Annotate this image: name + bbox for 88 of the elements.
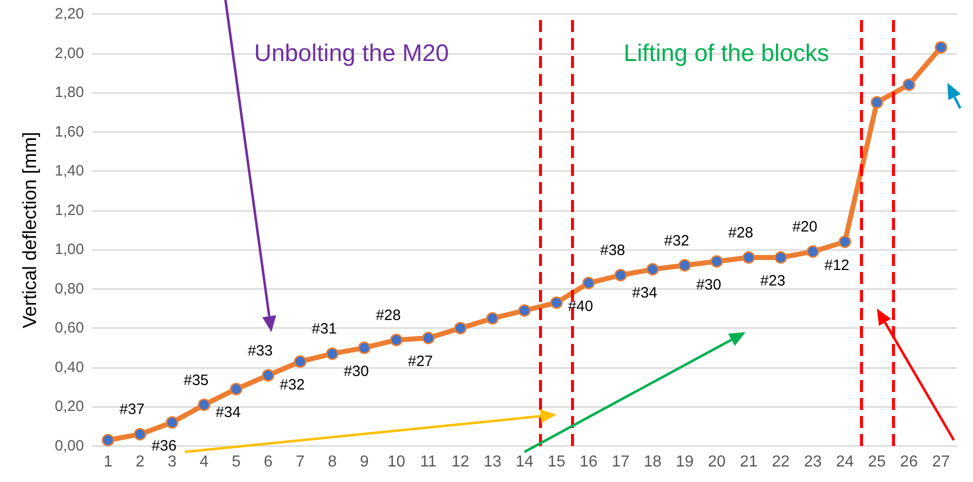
point <box>582 276 595 290</box>
annotation: #27 <box>408 353 433 370</box>
annotation: #32 <box>280 376 305 394</box>
point <box>902 78 916 91</box>
point <box>742 251 756 264</box>
point <box>230 382 242 396</box>
point <box>486 312 499 325</box>
point <box>166 416 178 429</box>
y-tick-label: 1,00 <box>54 241 84 258</box>
point <box>870 96 884 109</box>
point <box>390 334 403 346</box>
y-tick-label: 0,00 <box>54 438 84 454</box>
point <box>518 304 531 317</box>
point <box>454 322 467 334</box>
x-tick-label: 20 <box>708 454 726 470</box>
annotation: #12 <box>824 256 850 274</box>
x-tick-label: 23 <box>804 454 822 470</box>
annotation: #37 <box>120 401 145 418</box>
x-tick-label: 18 <box>644 454 662 470</box>
x-tick-label: 10 <box>387 454 406 470</box>
y-tick-label: 2,20 <box>54 6 84 22</box>
x-tick-label: 7 <box>296 454 305 470</box>
annotation: #34 <box>632 284 658 302</box>
annotation: #32 <box>664 232 690 250</box>
x-tick-label: 21 <box>740 454 758 470</box>
point <box>326 347 339 360</box>
x-tick-label: 26 <box>900 454 918 470</box>
x-tick-label: 11 <box>420 454 437 470</box>
point <box>422 332 435 344</box>
x-tick-label: 8 <box>328 454 337 470</box>
x-tick-label: 15 <box>548 454 566 470</box>
x-tick-label: 16 <box>580 454 598 470</box>
point <box>294 355 306 368</box>
x-tick-label: 3 <box>168 454 177 470</box>
y-tick-label: 0,80 <box>54 280 84 298</box>
y-tick-label: 1,60 <box>54 123 84 140</box>
x-tick-label: 1 <box>104 454 113 470</box>
annotation: #20 <box>792 218 818 236</box>
point <box>262 369 274 382</box>
point <box>134 428 146 440</box>
x-tick-label: 19 <box>676 454 694 470</box>
x-tick-label: 12 <box>452 454 470 470</box>
x-tick-label: 24 <box>836 454 854 470</box>
annotation: #30 <box>344 362 369 380</box>
point <box>358 342 371 354</box>
annotation: #28 <box>728 224 754 242</box>
y-tick-label: 0,40 <box>54 358 84 376</box>
point <box>646 263 659 276</box>
annotation: #35 <box>184 372 209 389</box>
y-tick-label: 0,60 <box>54 320 84 337</box>
x-tick-label: 5 <box>232 454 241 470</box>
y-tick-label: 0,20 <box>54 398 84 416</box>
x-tick-label: 22 <box>772 454 790 470</box>
x-tick-label: 25 <box>868 454 886 470</box>
annotation: #33 <box>248 342 273 360</box>
point <box>198 398 210 412</box>
y-tick-label: 1,80 <box>54 84 84 102</box>
x-tick-label: 13 <box>484 454 502 470</box>
y-tick-label: 2,00 <box>54 44 84 62</box>
annotation: #38 <box>600 242 626 260</box>
point <box>838 236 852 248</box>
x-tick-label: 4 <box>200 454 209 470</box>
point <box>806 245 820 258</box>
annotation: Lifting of the blocks <box>624 40 830 67</box>
point <box>550 296 563 309</box>
annotation: #40 <box>568 298 594 316</box>
point <box>102 434 114 446</box>
point <box>678 259 691 272</box>
point <box>614 268 627 282</box>
point <box>934 41 948 54</box>
y-tick-label: 1,20 <box>54 202 84 219</box>
annotation: #31 <box>312 320 337 338</box>
x-tick-label: 14 <box>516 454 534 470</box>
annotation: #34 <box>216 404 241 422</box>
annotation: #23 <box>760 272 786 290</box>
y-axis-title: Vertical deflection [mm] <box>20 132 41 328</box>
annotation: #28 <box>376 306 401 324</box>
x-tick-label: 9 <box>360 454 369 470</box>
annotation: #30 <box>696 276 722 294</box>
x-tick-label: 27 <box>932 454 950 470</box>
annotation: Unbolting the M20 <box>254 40 449 67</box>
x-tick-label: 17 <box>612 454 630 470</box>
x-tick-label: 6 <box>264 454 273 470</box>
point <box>710 255 723 268</box>
x-tick-label: 2 <box>136 454 145 470</box>
y-tick-label: 1,40 <box>54 162 84 180</box>
annotation: #36 <box>152 437 177 454</box>
point <box>774 251 788 264</box>
